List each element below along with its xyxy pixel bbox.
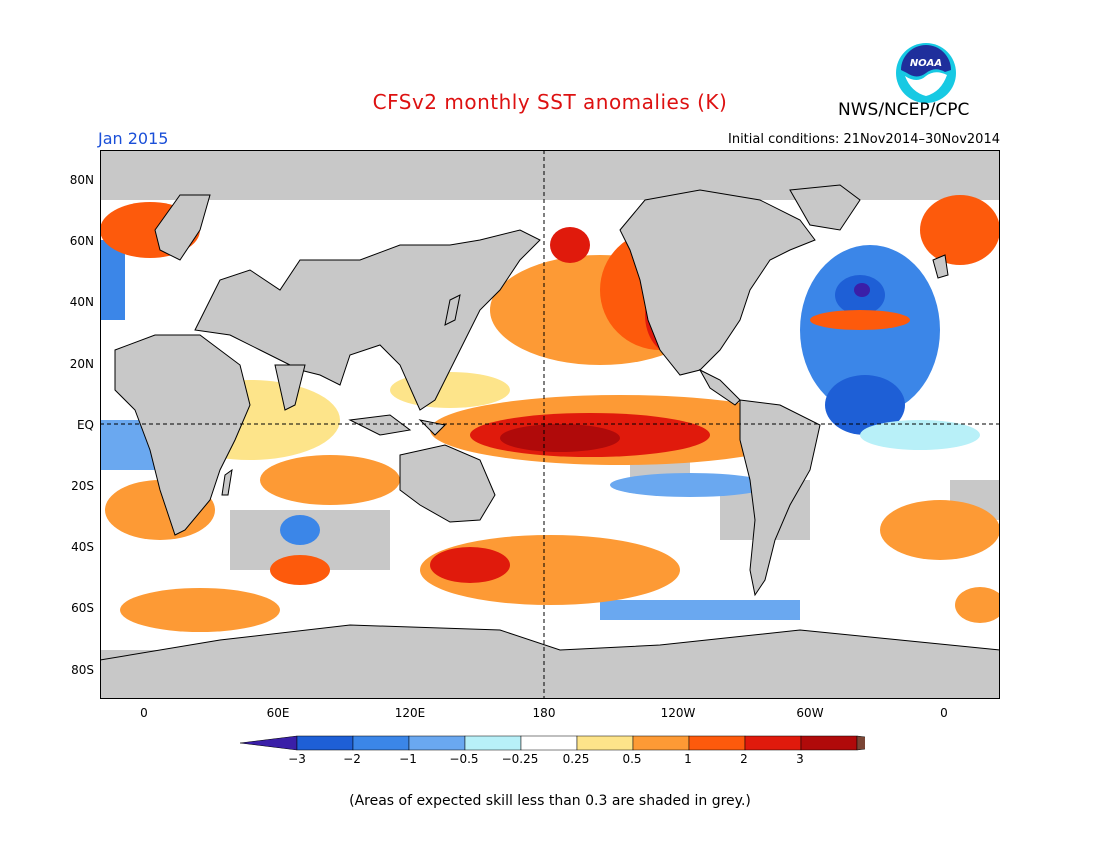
initial-conditions: Initial conditions: 21Nov2014–30Nov2014: [728, 132, 1000, 147]
maritime-continent: [348, 414, 447, 436]
y-tick: 60N: [69, 234, 94, 248]
x-tick: 120W: [660, 706, 696, 720]
y-tick: 80N: [69, 173, 94, 187]
y-tick: EQ: [76, 418, 94, 432]
agency-label: NWS/NCEP/CPC: [838, 100, 970, 120]
y-tick: 40S: [71, 540, 94, 554]
land: [100, 184, 1000, 699]
y-tick: 60S: [71, 601, 94, 615]
y-tick: 40N: [69, 295, 94, 309]
colorbar-label: −0.25: [501, 752, 539, 766]
scandinavia: [154, 194, 211, 261]
colorbar-segment: [576, 735, 634, 751]
colorbar-segment: [408, 735, 466, 751]
x-tick: 180: [532, 706, 556, 720]
noaa-logo: NOAA: [896, 43, 956, 103]
central-america: [698, 368, 741, 406]
x-tick: 0: [140, 706, 148, 720]
colorbar-label: −0.5: [449, 752, 479, 766]
india: [274, 364, 306, 411]
colorbar-segment: [688, 735, 746, 751]
colorbar-segment: [744, 735, 802, 751]
australia: [399, 444, 496, 523]
japan: [444, 294, 461, 326]
x-tick: 0: [940, 706, 948, 720]
x-tick: 60W: [796, 706, 824, 720]
south-america: [739, 399, 821, 597]
colorbar-arrow-high: [856, 735, 865, 751]
greenland: [789, 184, 861, 231]
sst-anomaly-map: [100, 150, 1000, 699]
colorbar-label: 0.5: [622, 752, 642, 766]
madagascar: [221, 468, 233, 496]
colorbar-segment: [520, 735, 578, 751]
y-tick: 20S: [71, 479, 94, 493]
colorbar-label: 3: [796, 752, 804, 766]
noaa-logo-text: NOAA: [910, 58, 942, 69]
colorbar-segment: [800, 735, 858, 751]
colorbar-segment: [464, 735, 522, 751]
y-tick: 20N: [69, 357, 94, 371]
antarctica: [100, 624, 1000, 699]
colorbar-segment: [352, 735, 410, 751]
month-label: Jan 2015: [98, 129, 169, 148]
africa: [114, 334, 251, 536]
colorbar-label: 1: [684, 752, 692, 766]
chart-title: CFSv2 monthly SST anomalies (K): [372, 90, 728, 114]
x-tick: 120E: [394, 706, 426, 720]
colorbar-label: −1: [399, 752, 417, 766]
north-america: [619, 189, 816, 376]
colorbar-label: −3: [288, 752, 306, 766]
eurasia: [194, 229, 541, 411]
y-tick: 80S: [71, 663, 94, 677]
colorbar-label: 2: [740, 752, 748, 766]
colorbar: [240, 735, 865, 751]
colorbar-label: −2: [343, 752, 361, 766]
british-isles: [932, 254, 949, 279]
colorbar-label: 0.25: [562, 752, 590, 766]
footnote: (Areas of expected skill less than 0.3 a…: [349, 793, 751, 809]
x-tick: 60E: [266, 706, 290, 720]
colorbar-arrow-low: [240, 735, 298, 751]
colorbar-segment: [296, 735, 354, 751]
colorbar-segment: [632, 735, 690, 751]
